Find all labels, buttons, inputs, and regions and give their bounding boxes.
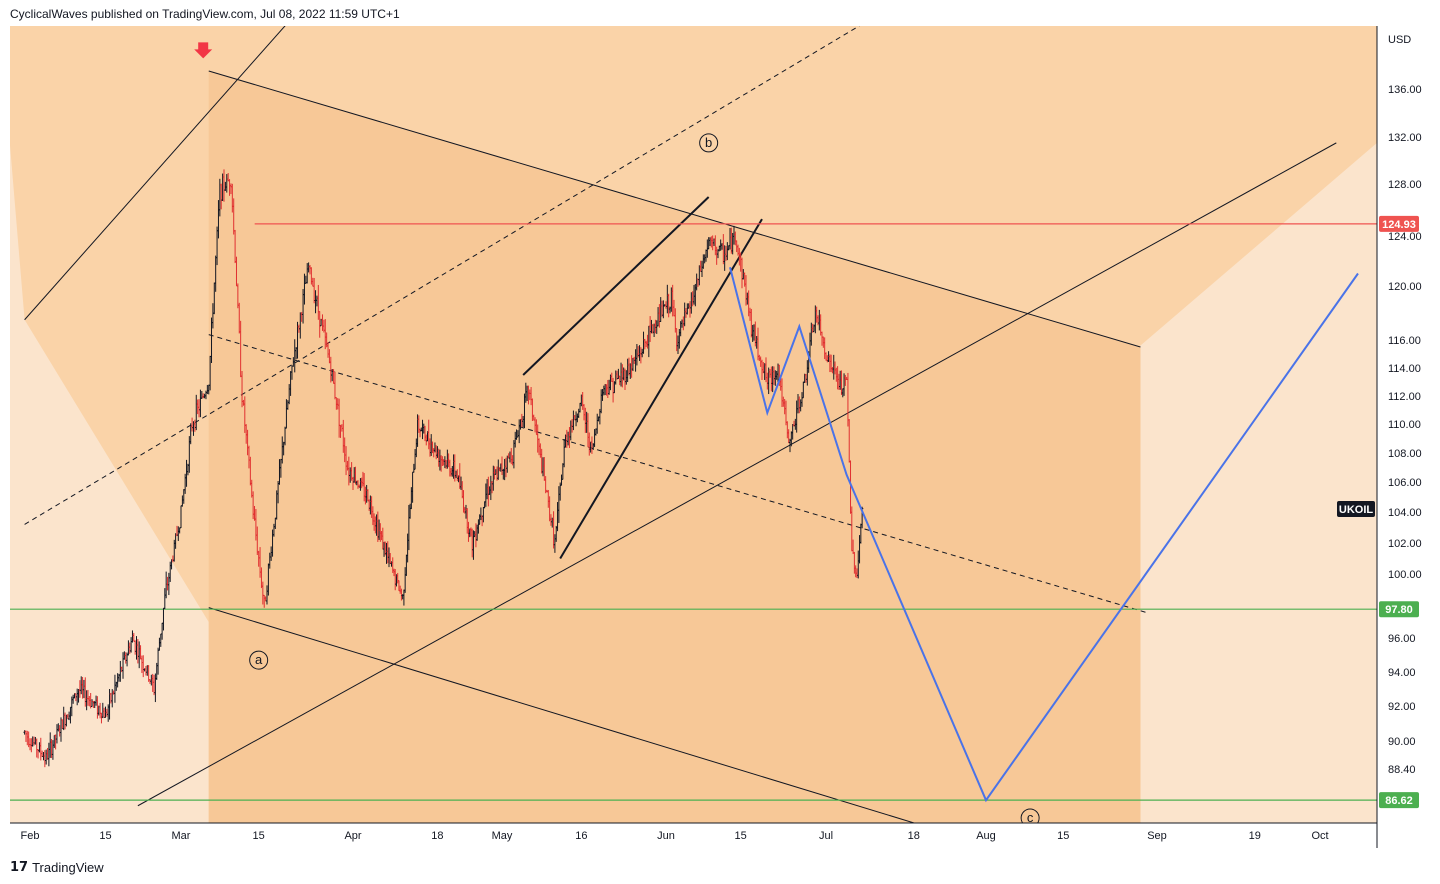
price-tick-label: 102.00	[1388, 538, 1422, 550]
time-tick-label: Jun	[657, 830, 675, 842]
wave-label-a[interactable]: a	[249, 650, 269, 670]
time-tick-label: Apr	[344, 830, 361, 842]
time-tick-label: 18	[908, 830, 920, 842]
price-tick-label: 110.00	[1388, 419, 1421, 431]
price-tick-label: 90.00	[1388, 736, 1416, 748]
candles	[23, 169, 864, 768]
price-tick-label: 106.00	[1388, 477, 1422, 489]
trend-line[interactable]	[208, 607, 955, 836]
price-tag-text: 124.93	[1382, 219, 1416, 231]
time-tick-label: Feb	[21, 830, 40, 842]
price-tag: 124.93	[1379, 215, 1419, 232]
price-tag-text: 86.62	[1385, 795, 1413, 807]
price-tick-label: 124.00	[1388, 231, 1422, 243]
tradingview-logo-icon: 17	[10, 859, 29, 875]
price-tick-label: 114.00	[1388, 363, 1421, 375]
time-tick-label: Jul	[819, 830, 833, 842]
price-tag-text: 97.80	[1385, 604, 1413, 616]
time-tick-label: 15	[99, 830, 111, 842]
wave-labels: a b c	[249, 133, 1040, 827]
wave-label-text: a	[255, 652, 263, 667]
time-tick-label: 16	[575, 830, 587, 842]
price-tick-label: 100.00	[1388, 569, 1422, 581]
time-tick-label: Aug	[976, 830, 996, 842]
price-tick-label: 132.00	[1388, 132, 1422, 144]
price-tick-label: 96.00	[1388, 633, 1416, 645]
time-tick-label: 19	[1249, 830, 1261, 842]
time-tick-label: 15	[1057, 830, 1069, 842]
trend-line[interactable]	[137, 142, 1337, 807]
price-tag: 86.62	[1379, 792, 1419, 809]
trend-line[interactable]	[208, 334, 1147, 613]
currency-label: USD	[1388, 34, 1411, 46]
price-tick-label: 108.00	[1388, 448, 1422, 460]
symbol-tag: UKOIL	[1337, 501, 1375, 517]
top-arrow-icon	[194, 42, 213, 59]
price-tick-label: 112.00	[1388, 391, 1421, 403]
time-tick-label: Mar	[172, 830, 191, 842]
trend-line[interactable]	[559, 218, 763, 560]
price-tick-label: 128.00	[1388, 179, 1422, 191]
price-tick-label: 88.40	[1388, 764, 1416, 776]
publisher-header: CyclicalWaves published on TradingView.c…	[10, 7, 400, 21]
time-tick-label: Sep	[1147, 830, 1167, 842]
price-tags: 124.93 97.80 86.62 UKOIL	[1337, 215, 1419, 809]
time-tick-label: May	[492, 830, 513, 842]
time-tick-label: 18	[431, 830, 443, 842]
price-axis[interactable]: 136.00 132.00 128.00 124.00 120.00 116.00 114.…	[1388, 84, 1422, 776]
trend-line[interactable]	[208, 70, 1141, 348]
footer: 17 TradingView	[10, 858, 104, 876]
price-tick-label: 92.00	[1388, 701, 1416, 713]
pattern-fill	[208, 71, 1141, 823]
trend-line[interactable]	[24, 0, 935, 525]
wave-label-c[interactable]: c	[1020, 808, 1040, 827]
trend-line[interactable]	[522, 196, 710, 376]
trend-lines	[24, 0, 1337, 836]
wave-label-text: c	[1027, 810, 1034, 825]
time-tick-label: Oct	[1311, 830, 1328, 842]
time-tick-label: 15	[253, 830, 265, 842]
price-tick-label: 116.00	[1388, 335, 1421, 347]
projection-path	[729, 267, 1359, 803]
price-tag: 97.80	[1379, 601, 1419, 618]
wave-label-b[interactable]: b	[699, 133, 719, 153]
price-tick-label: 120.00	[1388, 281, 1422, 293]
wave-label-text: b	[705, 135, 712, 150]
time-tick-label: 15	[735, 830, 747, 842]
price-tag-text: UKOIL	[1339, 504, 1374, 516]
price-tick-label: 136.00	[1388, 84, 1422, 96]
price-tick-label: 104.00	[1388, 507, 1422, 519]
tradingview-brand: TradingView	[32, 859, 104, 875]
horizontal-levels	[10, 223, 1377, 801]
time-axis[interactable]: Feb 15 Mar 15 Apr 18 May 16 Jun 15 Jul 18 Aug 15 Sep 19…	[21, 830, 1329, 842]
price-tick-label: 94.00	[1388, 667, 1416, 679]
trend-line[interactable]	[24, 0, 315, 321]
plot-area: a b c	[10, 0, 1377, 836]
